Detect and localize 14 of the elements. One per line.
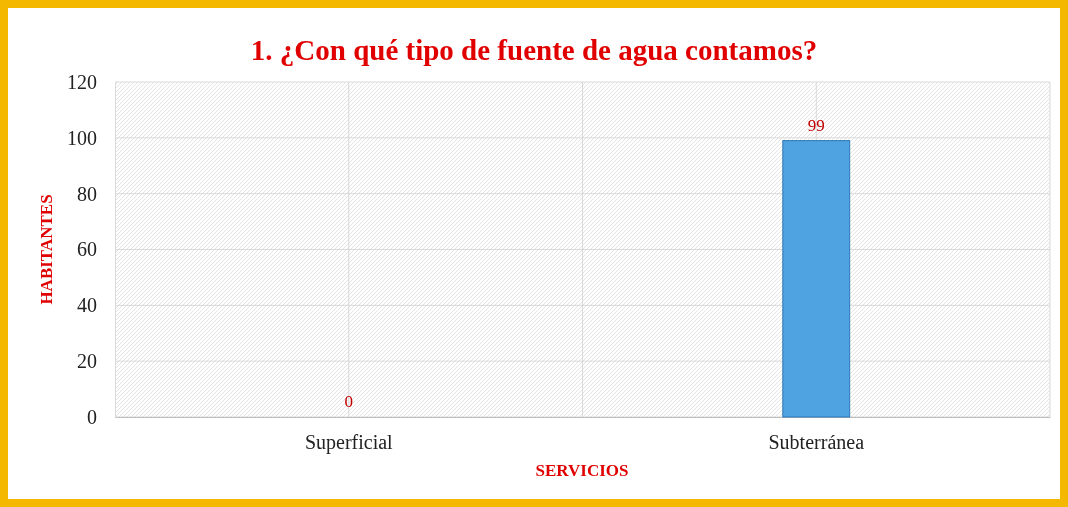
y-tick-label: 20 [77, 350, 97, 373]
y-tick-label: 100 [67, 126, 97, 149]
y-tick-label: 80 [77, 182, 97, 205]
y-tick-label: 40 [77, 294, 97, 317]
data-label: 99 [807, 115, 825, 135]
x-tick-label: Superficial [304, 431, 394, 455]
data-label: 0 [344, 392, 353, 411]
y-tick-label: 0 [87, 405, 97, 428]
x-axis-title: SERVICIOS [535, 461, 629, 480]
x-tick-label: Subterránea [768, 431, 865, 454]
chart-title: 1. ¿Con qué tipo de fuente de agua contamos? [250, 34, 818, 66]
y-tick-label: 60 [77, 238, 97, 261]
y-axis-title: HABITANTES [37, 194, 56, 305]
y-tick-label: 120 [67, 70, 97, 93]
